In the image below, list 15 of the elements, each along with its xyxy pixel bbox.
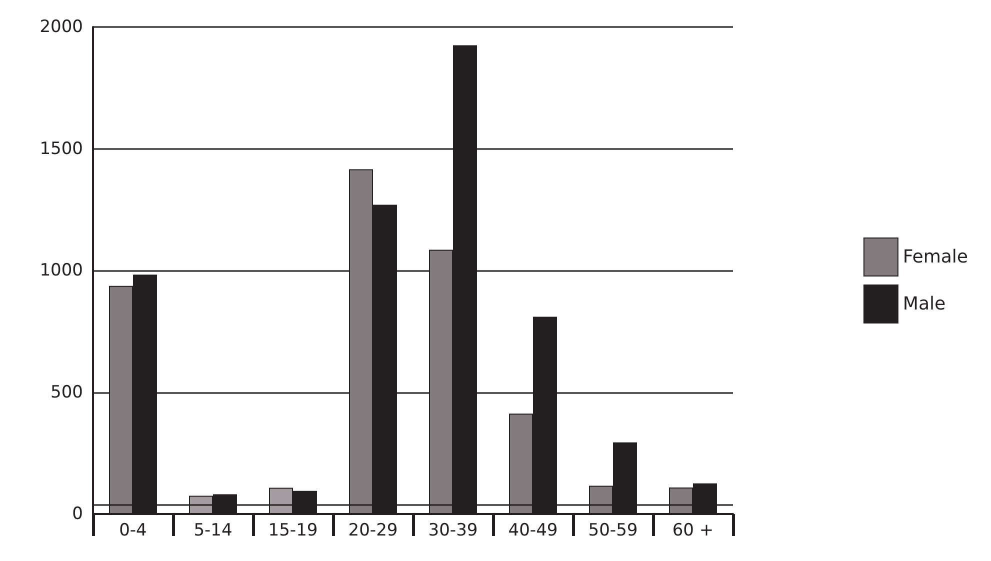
x-tick-label: 60 + (672, 520, 714, 540)
y-tick-label: 500 (50, 382, 83, 402)
y-tick-label: 2000 (40, 17, 83, 37)
x-tick-label: 30-39 (428, 520, 478, 540)
y-tick-label: 0 (72, 504, 83, 524)
legend-label: Male (902, 294, 946, 314)
x-tick-label: 50-59 (588, 520, 638, 540)
legend-label: Female (902, 246, 968, 268)
x-tick-label: 20-29 (348, 520, 398, 540)
y-tick-label: 1000 (40, 260, 83, 280)
y-tick-label: 1500 (40, 138, 83, 159)
x-tick-label: 15-19 (268, 520, 318, 540)
x-tick-label: 5-14 (194, 520, 232, 540)
x-tick-label: 0-4 (119, 520, 147, 540)
x-tick-label: 40-49 (508, 520, 558, 540)
